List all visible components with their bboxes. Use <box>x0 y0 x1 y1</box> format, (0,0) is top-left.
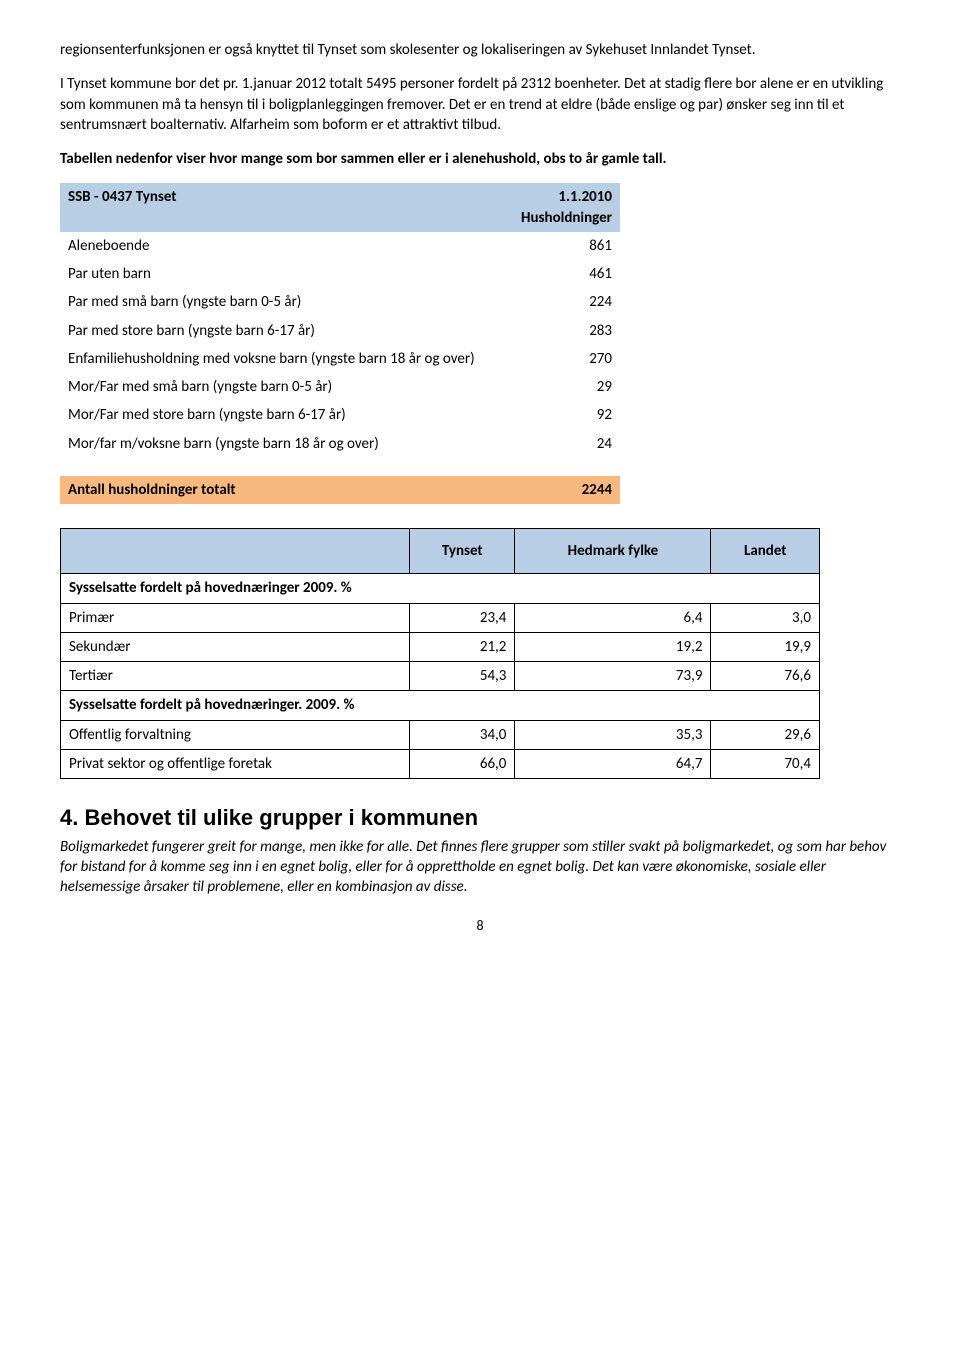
t2-row-val: 19,9 <box>711 632 820 661</box>
t1-row-label: Mor/Far med store barn (yngste barn 6-17… <box>60 401 507 429</box>
t1-header-sub: Husholdninger <box>521 209 612 227</box>
t1-row-val: 283 <box>507 317 620 345</box>
employment-table: Tynset Hedmark fylke Landet Sysselsatte … <box>60 528 820 779</box>
page-number: 8 <box>60 917 900 936</box>
t2-row-val: 70,4 <box>711 749 820 778</box>
table-intro: Tabellen nedenfor viser hvor mange som b… <box>60 149 900 169</box>
t2-row-val: 64,7 <box>515 749 711 778</box>
t1-row-val: 29 <box>507 373 620 401</box>
t1-row-label: Par uten barn <box>60 260 507 288</box>
t2-col: Landet <box>711 529 820 574</box>
t2-row-label: Offentlig forvaltning <box>61 720 410 749</box>
t2-row-val: 6,4 <box>515 603 711 632</box>
t2-row-val: 29,6 <box>711 720 820 749</box>
body-paragraph: I Tynset kommune bor det pr. 1.januar 20… <box>60 74 900 135</box>
t1-row-label: Aleneboende <box>60 232 507 260</box>
t2-row-val: 21,2 <box>410 632 515 661</box>
t1-row-val: 92 <box>507 401 620 429</box>
t2-col: Hedmark fylke <box>515 529 711 574</box>
t1-header-left: SSB - 0437 Tynset <box>60 183 507 232</box>
t2-row-val: 23,4 <box>410 603 515 632</box>
t1-row-label: Par med store barn (yngste barn 6-17 år) <box>60 317 507 345</box>
t2-section-heading: Sysselsatte fordelt på hovednæringer. 20… <box>61 691 820 720</box>
t1-row-val: 270 <box>507 345 620 373</box>
t1-total-label: Antall husholdninger totalt <box>60 476 507 504</box>
t2-row-val: 19,2 <box>515 632 711 661</box>
t2-row-label: Sekundær <box>61 632 410 661</box>
section-body: Boligmarkedet fungerer greit for mange, … <box>60 837 900 898</box>
t1-row-label: Mor/far m/voksne barn (yngste barn 18 år… <box>60 430 507 458</box>
t1-row-val: 224 <box>507 288 620 316</box>
t2-row-label: Privat sektor og offentlige foretak <box>61 749 410 778</box>
households-table: SSB - 0437 Tynset 1.1.2010 Husholdninger… <box>60 183 620 504</box>
body-paragraph: regionsenterfunksjonen er også knyttet t… <box>60 40 900 60</box>
t2-row-val: 34,0 <box>410 720 515 749</box>
t2-row-val: 76,6 <box>711 662 820 691</box>
t2-section-heading: Sysselsatte fordelt på hovednæringer 200… <box>61 574 820 603</box>
t2-row-val: 35,3 <box>515 720 711 749</box>
t2-row-val: 66,0 <box>410 749 515 778</box>
t2-row-val: 3,0 <box>711 603 820 632</box>
t1-total-val: 2244 <box>507 476 620 504</box>
t2-row-label: Primær <box>61 603 410 632</box>
t2-col: Tynset <box>410 529 515 574</box>
t1-row-val: 24 <box>507 430 620 458</box>
t2-row-label: Tertiær <box>61 662 410 691</box>
t1-row-label: Enfamiliehusholdning med voksne barn (yn… <box>60 345 507 373</box>
t2-row-val: 54,3 <box>410 662 515 691</box>
section-heading: 4. Behovet til ulike grupper i kommunen <box>60 803 900 833</box>
t2-row-val: 73,9 <box>515 662 711 691</box>
t1-row-val: 461 <box>507 260 620 288</box>
t1-header-right: 1.1.2010 Husholdninger <box>507 183 620 232</box>
t1-row-label: Mor/Far med små barn (yngste barn 0-5 år… <box>60 373 507 401</box>
t1-header-date: 1.1.2010 <box>558 188 612 206</box>
t1-row-val: 861 <box>507 232 620 260</box>
t1-row-label: Par med små barn (yngste barn 0-5 år) <box>60 288 507 316</box>
